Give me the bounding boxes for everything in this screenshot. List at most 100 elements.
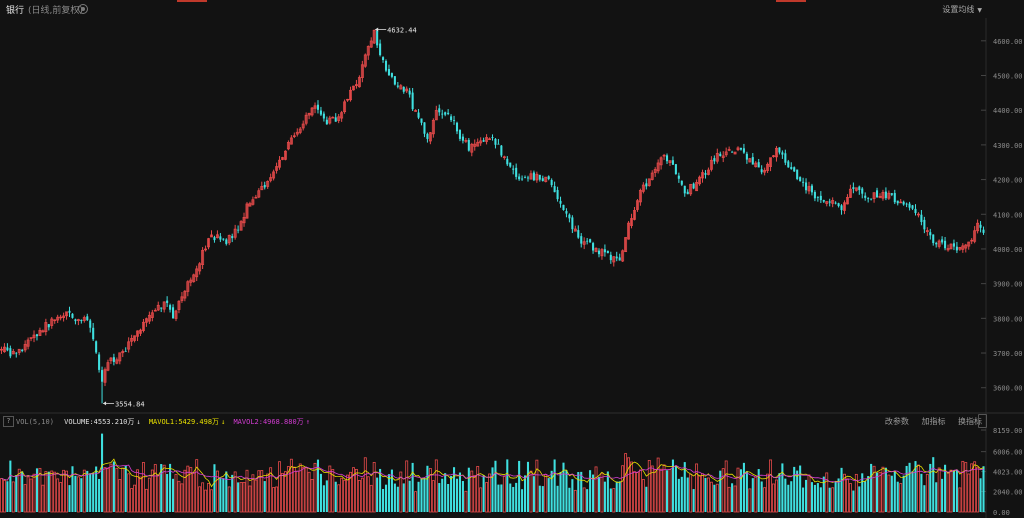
- volume-bar: [524, 475, 527, 512]
- volume-bar: [704, 477, 707, 512]
- candle-body: [760, 169, 763, 173]
- add-indicator-button[interactable]: 加指标: [921, 417, 946, 426]
- volume-bar: [970, 463, 974, 513]
- edit-params-button[interactable]: 改参数: [884, 417, 909, 426]
- volume-bar: [286, 466, 290, 513]
- candle-body: [706, 169, 710, 175]
- volume-bar: [872, 465, 876, 513]
- candle-body: [0, 348, 3, 351]
- candle-body: [923, 219, 926, 230]
- candle-body: [597, 250, 601, 255]
- candle-body: [568, 214, 571, 219]
- volume-bar: [382, 488, 385, 512]
- candle-body: [295, 131, 299, 135]
- volume-bar: [518, 460, 521, 512]
- candle-body: [322, 113, 325, 119]
- volume-bar: [387, 474, 391, 512]
- volume-axis-label: 2040.00: [993, 488, 1023, 496]
- price-axis-label: 4400.00: [993, 107, 1023, 115]
- volume-bar: [316, 459, 320, 512]
- candle-body: [382, 57, 385, 61]
- candle-body: [263, 184, 266, 188]
- candle-body: [275, 166, 279, 171]
- candle-body: [872, 192, 876, 199]
- volume-bar: [414, 491, 418, 513]
- candle-body: [269, 177, 273, 181]
- volume-bar: [935, 482, 938, 512]
- candle-body: [112, 357, 115, 362]
- candle-body: [949, 243, 953, 250]
- candle-body: [3, 346, 6, 353]
- volume-bar: [109, 463, 113, 513]
- volume-bar: [559, 471, 562, 512]
- volume-bar: [852, 490, 855, 512]
- candle-body: [464, 140, 468, 142]
- volume-bar: [864, 481, 867, 512]
- candle-body: [470, 143, 474, 153]
- candle-body: [390, 73, 393, 77]
- volume-bar: [124, 465, 127, 512]
- volume-bar: [272, 487, 276, 513]
- ma-setting-button[interactable]: 设置均线 ▼: [942, 4, 982, 15]
- volume-bar: [127, 473, 131, 513]
- volume-bar: [56, 478, 60, 513]
- candle-body: [967, 241, 971, 247]
- volume-bar: [831, 487, 835, 513]
- candle-body: [911, 205, 914, 209]
- switch-indicator-button[interactable]: 换指标: [958, 417, 982, 426]
- volume-bar: [695, 463, 699, 513]
- candle-body: [245, 203, 249, 219]
- volume-bar: [609, 488, 612, 512]
- volume-bar: [647, 459, 651, 513]
- volume-bar: [834, 481, 837, 512]
- mavol1-line: [1, 458, 984, 488]
- volume-bar: [269, 467, 273, 513]
- volume-bar: [160, 464, 163, 512]
- candle-body: [796, 169, 799, 179]
- volume-bar: [346, 474, 349, 513]
- volume-bar: [257, 470, 261, 513]
- candle-body: [973, 230, 977, 242]
- candle-body: [233, 228, 237, 238]
- volume-bar: [254, 479, 258, 513]
- volume-bar: [944, 464, 947, 512]
- volume-bar: [195, 459, 199, 513]
- volume-bar: [95, 466, 98, 512]
- candle-body: [745, 153, 748, 160]
- volume-bar: [156, 475, 160, 513]
- volume-bar: [515, 482, 518, 512]
- volume-bar: [751, 478, 754, 512]
- candle-body: [106, 362, 110, 371]
- candle-body: [793, 167, 796, 172]
- volume-bar: [210, 489, 213, 513]
- candle-body: [319, 110, 322, 115]
- volume-bar: [846, 478, 849, 513]
- volume-bar: [497, 484, 500, 512]
- candle-body: [698, 176, 701, 185]
- high-price-label: 4632.44: [387, 27, 417, 35]
- candle-body: [414, 110, 418, 112]
- candle-body: [589, 239, 592, 243]
- candle-body: [59, 316, 63, 319]
- volume-bar: [11, 481, 15, 513]
- candle-body: [958, 247, 962, 250]
- volume-bar: [973, 461, 977, 513]
- candle-body: [828, 201, 831, 203]
- help-button[interactable]: ?: [3, 416, 14, 427]
- volume-bar: [594, 466, 598, 513]
- volume-bar: [337, 484, 341, 513]
- candle-body: [254, 196, 258, 199]
- volume-bar: [65, 470, 68, 513]
- candle-body: [805, 182, 808, 191]
- candle-body: [704, 173, 707, 175]
- volume-bar: [805, 479, 808, 512]
- volume-bar: [955, 469, 958, 512]
- panel-scroll-handle[interactable]: [978, 414, 987, 428]
- volume-bar: [201, 482, 205, 513]
- candle-body: [781, 152, 784, 155]
- volume-bar: [766, 473, 770, 513]
- volume-bar: [118, 479, 122, 513]
- candle-body: [207, 238, 210, 248]
- settings-gear-icon[interactable]: [78, 4, 88, 14]
